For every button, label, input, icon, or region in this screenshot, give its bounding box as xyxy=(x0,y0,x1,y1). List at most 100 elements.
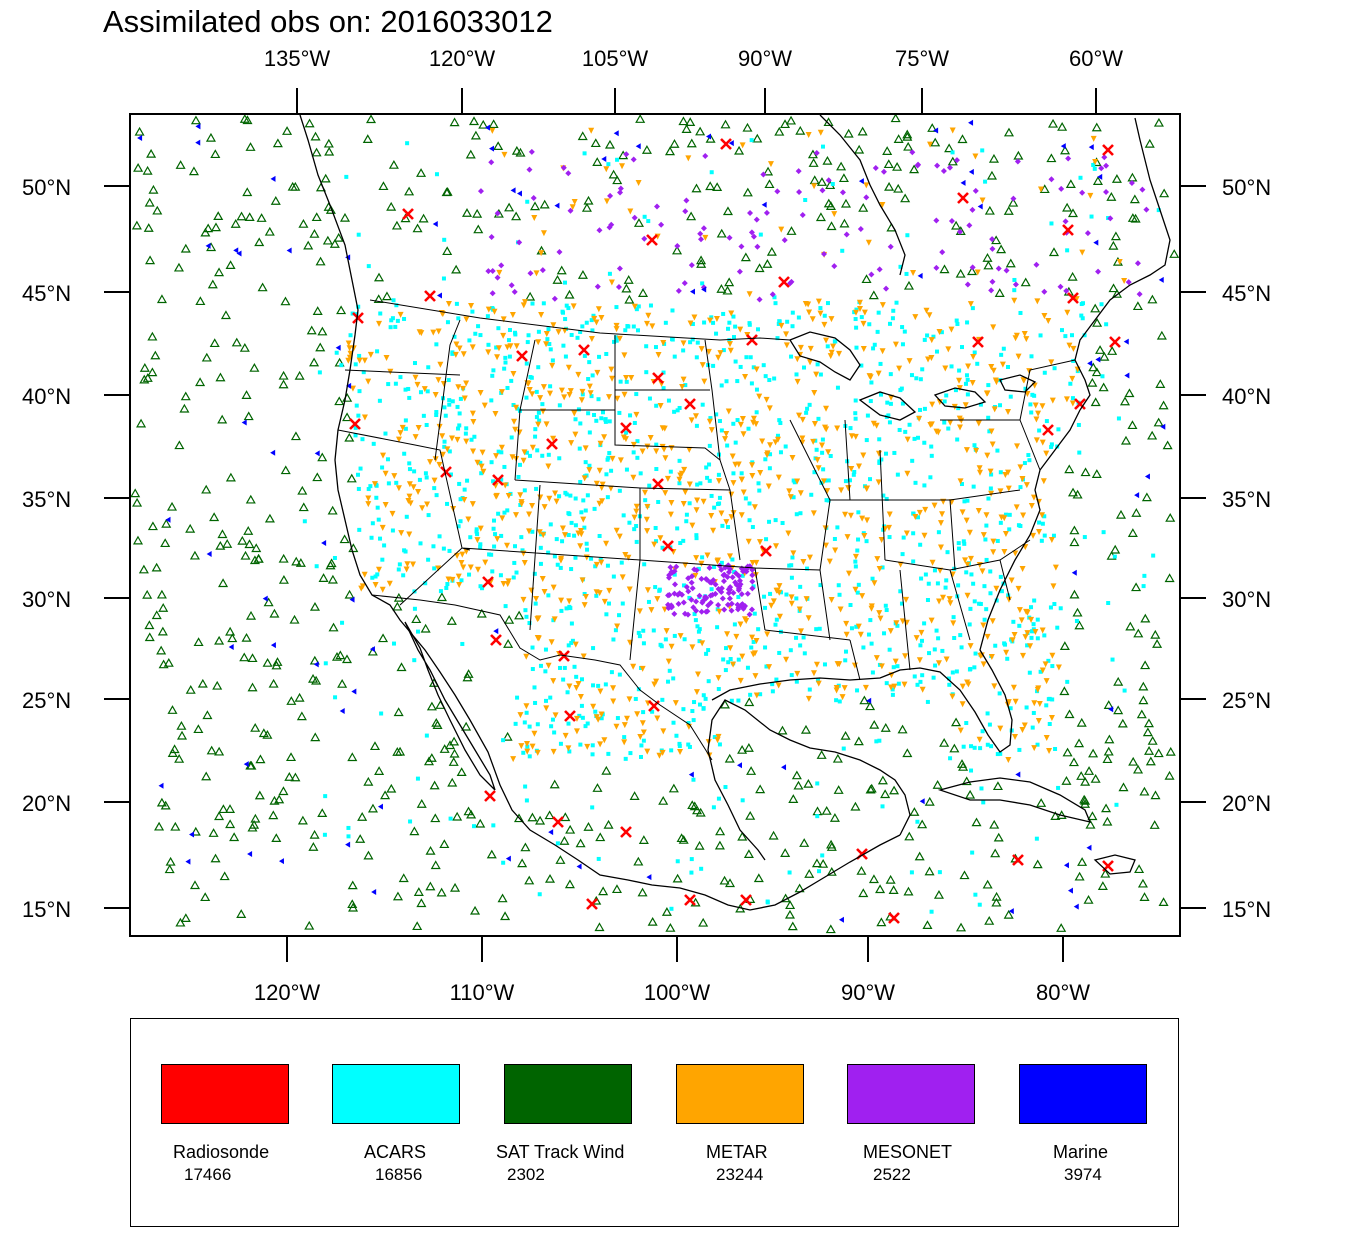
acars-mark xyxy=(854,624,859,629)
acars-mark xyxy=(578,421,583,426)
acars-mark xyxy=(835,525,840,530)
acars-mark xyxy=(853,416,858,421)
mesonet-mark xyxy=(698,236,705,243)
metar-mark xyxy=(990,367,997,374)
metar-mark xyxy=(445,576,452,583)
metar-mark xyxy=(823,337,830,344)
metar-mark xyxy=(815,465,822,472)
acars-mark xyxy=(1049,221,1054,226)
metar-mark xyxy=(901,681,908,688)
metar-mark xyxy=(521,449,528,456)
acars-mark xyxy=(701,706,706,711)
sat-track-wind-mark xyxy=(641,145,652,154)
acars-mark xyxy=(1071,358,1076,363)
metar-mark xyxy=(988,428,995,435)
sat-track-wind-mark xyxy=(1130,213,1141,223)
legend-count: 2302 xyxy=(507,1165,545,1184)
acars-mark xyxy=(706,648,711,653)
mesonet-mark xyxy=(606,224,613,231)
metar-mark xyxy=(715,478,722,485)
sat-track-wind-mark xyxy=(241,632,252,642)
sat-track-wind-mark xyxy=(207,279,218,289)
metar-mark xyxy=(437,361,444,368)
metar-mark xyxy=(613,322,620,329)
acars-mark xyxy=(740,573,745,578)
metar-mark xyxy=(692,572,699,579)
acars-mark xyxy=(922,337,927,342)
metar-mark xyxy=(1001,548,1008,555)
mesonet-mark xyxy=(511,288,518,295)
sat-track-wind-mark xyxy=(255,754,266,764)
legend-label: Radiosonde xyxy=(173,1142,270,1162)
acars-mark xyxy=(527,453,532,458)
sat-track-wind-mark xyxy=(378,181,389,191)
sat-track-wind-mark xyxy=(156,645,167,655)
sat-track-wind-mark xyxy=(823,198,834,208)
acars-mark xyxy=(1063,334,1068,339)
acars-mark xyxy=(536,410,541,415)
acars-mark xyxy=(562,665,567,670)
acars-mark xyxy=(918,679,923,684)
sat-track-wind-mark xyxy=(818,858,829,868)
metar-mark xyxy=(460,564,467,571)
acars-mark xyxy=(695,482,700,487)
mesonet-mark xyxy=(631,214,638,221)
metar-mark xyxy=(738,476,745,483)
acars-mark xyxy=(557,456,562,461)
acars-mark xyxy=(597,534,602,539)
sat-track-wind-mark xyxy=(1119,396,1131,406)
sat-track-wind-mark xyxy=(388,160,399,169)
acars-mark xyxy=(584,320,589,325)
sat-track-wind-mark xyxy=(902,129,913,139)
acars-mark xyxy=(323,794,328,799)
acars-mark xyxy=(848,426,853,431)
sat-track-wind-mark xyxy=(163,657,174,667)
acars-mark xyxy=(580,392,585,397)
acars-mark xyxy=(469,437,474,442)
acars-mark xyxy=(590,328,595,333)
acars-mark xyxy=(880,804,885,809)
acars-mark xyxy=(1048,605,1053,610)
metar-mark xyxy=(759,438,766,445)
metar-mark xyxy=(414,381,421,388)
acars-mark xyxy=(707,443,712,448)
metar-mark xyxy=(345,340,352,347)
mesonet-mark xyxy=(769,291,776,298)
metar-mark xyxy=(1050,583,1057,590)
metar-mark xyxy=(1021,722,1028,729)
sat-track-wind-mark xyxy=(493,141,504,151)
metar-mark xyxy=(820,478,827,485)
acars-mark xyxy=(624,379,629,384)
sat-track-wind-mark xyxy=(1069,589,1080,599)
mesonet-mark xyxy=(1033,261,1040,268)
acars-mark xyxy=(1042,370,1047,375)
metar-mark xyxy=(991,406,998,413)
sat-track-wind-mark xyxy=(1097,881,1108,890)
acars-mark xyxy=(998,520,1003,525)
metar-mark xyxy=(1015,353,1022,360)
metar-mark xyxy=(359,583,366,590)
sat-track-wind-mark xyxy=(861,274,872,284)
metar-mark xyxy=(463,548,470,555)
metar-mark xyxy=(561,532,568,539)
metar-mark xyxy=(573,715,580,722)
acars-mark xyxy=(577,446,582,451)
metar-mark xyxy=(989,441,996,448)
metar-mark xyxy=(639,448,646,455)
acars-mark xyxy=(464,426,469,431)
metar-mark xyxy=(580,653,587,660)
sat-track-wind-mark xyxy=(876,917,887,927)
metar-mark xyxy=(1079,249,1086,256)
metar-mark xyxy=(665,658,672,665)
metar-mark xyxy=(797,490,804,497)
sat-track-wind-mark xyxy=(294,692,305,702)
metar-mark xyxy=(715,354,722,361)
metar-mark xyxy=(726,341,733,348)
mesonet-mark xyxy=(749,585,756,592)
metar-mark xyxy=(1017,464,1024,471)
sat-track-wind-mark xyxy=(247,653,258,663)
mesonet-mark xyxy=(934,162,941,169)
metar-mark xyxy=(860,452,867,459)
metar-mark xyxy=(788,600,795,607)
radiosonde-mark xyxy=(586,898,598,910)
